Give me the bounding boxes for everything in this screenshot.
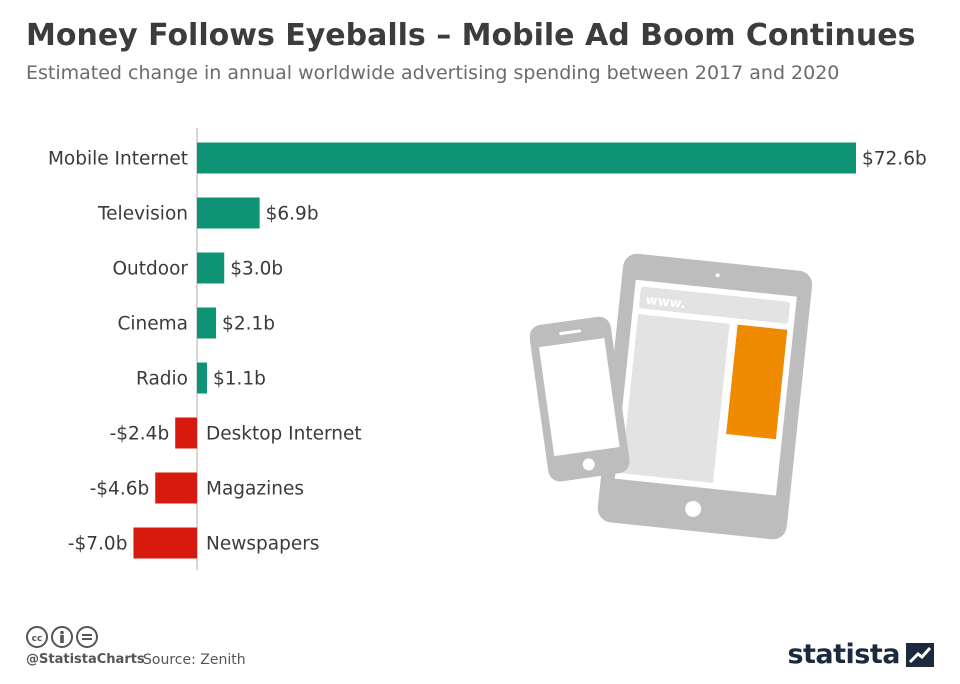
- tablet-icon: www.: [597, 253, 813, 540]
- brand-name: statista: [787, 639, 900, 670]
- no-derivatives-icon: [76, 626, 98, 648]
- bar-newspapers: [133, 527, 197, 559]
- category-label: Magazines: [206, 479, 304, 500]
- category-label: Mobile Internet: [48, 149, 188, 170]
- value-label: $6.9b: [266, 204, 319, 225]
- source-note: Source: Zenith: [143, 652, 246, 668]
- bar-outdoor: [197, 252, 225, 284]
- value-label: $72.6b: [862, 149, 927, 170]
- category-label: Television: [97, 204, 188, 225]
- category-label: Outdoor: [112, 259, 188, 280]
- bar-chart: Mobile Internet $72.6b Television $6.9b Outd…: [48, 128, 927, 570]
- social-handle[interactable]: @StatistaCharts: [26, 652, 145, 667]
- value-label: -$4.6b: [90, 479, 150, 500]
- bar-mobile-internet: [197, 142, 856, 174]
- attribution-icon: [51, 626, 73, 648]
- value-label: -$2.4b: [110, 424, 170, 445]
- value-label: $2.1b: [222, 314, 275, 335]
- ad-banner: [726, 324, 788, 440]
- chart-title: Money Follows Eyeballs – Mobile Ad Boom …: [26, 18, 916, 53]
- category-label: Radio: [136, 369, 188, 390]
- statista-logo-icon: [906, 642, 934, 667]
- browser-url-text: www.: [645, 293, 686, 312]
- value-label: $3.0b: [230, 259, 283, 280]
- devices-illustration: www.: [530, 253, 813, 540]
- phone-icon: [530, 316, 630, 482]
- license-icons: cc: [26, 626, 98, 648]
- category-label: Desktop Internet: [206, 424, 362, 445]
- bar-radio: [197, 362, 207, 394]
- statista-logo[interactable]: statista: [787, 639, 934, 670]
- category-label: Newspapers: [206, 534, 319, 555]
- category-label: Cinema: [117, 314, 188, 335]
- value-label: $1.1b: [213, 369, 266, 390]
- bar-television: [197, 197, 260, 229]
- svg-text:cc: cc: [32, 634, 43, 644]
- bar-desktop-internet: [175, 417, 197, 449]
- bar-cinema: [197, 307, 217, 339]
- bars-group: Mobile Internet $72.6b Television $6.9b Outd…: [48, 142, 927, 559]
- chart-subtitle: Estimated change in annual worldwide adv…: [26, 62, 840, 84]
- bar-magazines: [155, 472, 197, 504]
- cc-icon: cc: [26, 626, 48, 648]
- value-label: -$7.0b: [68, 534, 128, 555]
